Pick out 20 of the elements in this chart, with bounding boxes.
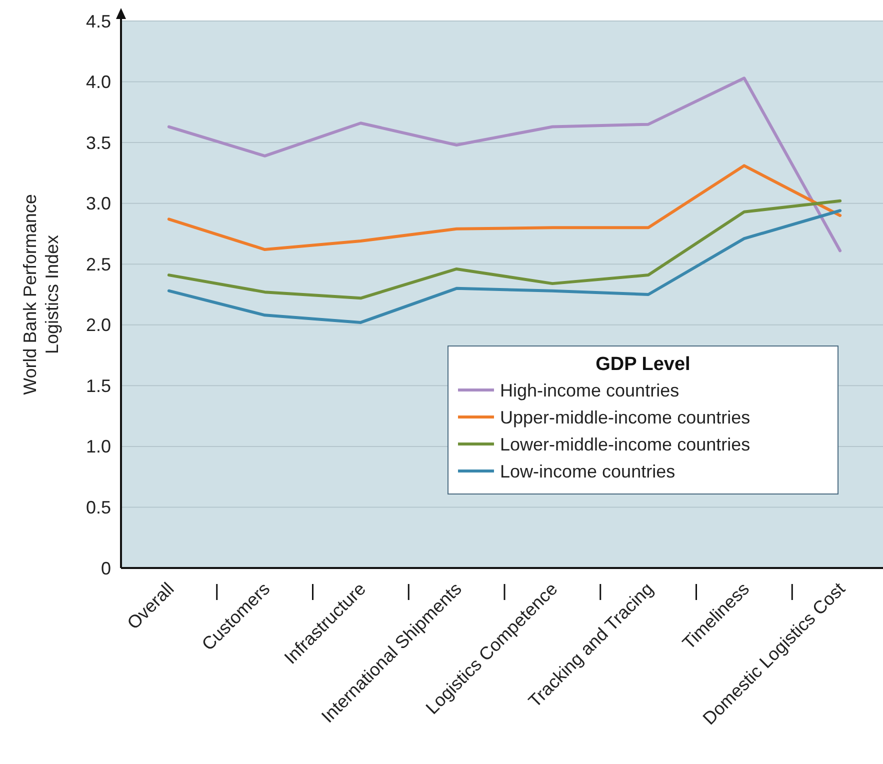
y-tick-label: 4.5: [86, 11, 111, 32]
y-tick-label: 0.5: [86, 498, 111, 518]
y-tick-label: 1.5: [86, 376, 111, 396]
legend-label: Lower-middle-income countries: [500, 434, 750, 454]
y-tick-label: 2.0: [86, 315, 111, 336]
y-tick-label: 3.5: [86, 132, 111, 153]
y-tick-label: 1.0: [86, 436, 111, 457]
legend-label: High-income countries: [500, 380, 680, 400]
line-series: [167, 209, 842, 324]
line-series: [167, 164, 842, 252]
y-tick-label: 3.0: [86, 194, 111, 214]
line-series: [167, 76, 842, 252]
y-tick-label: 0: [100, 558, 111, 578]
y-tick-label: 2.5: [86, 254, 111, 274]
y-axis-title: World Bank Performance Logistics Index: [20, 194, 62, 395]
legend-title: GDP Level: [596, 354, 690, 375]
line-series: [167, 199, 842, 300]
legend-label: Low-income countries: [500, 461, 676, 482]
legend-label: Upper-middle-income countries: [500, 407, 750, 428]
y-tick-label: 4.0: [86, 72, 111, 92]
